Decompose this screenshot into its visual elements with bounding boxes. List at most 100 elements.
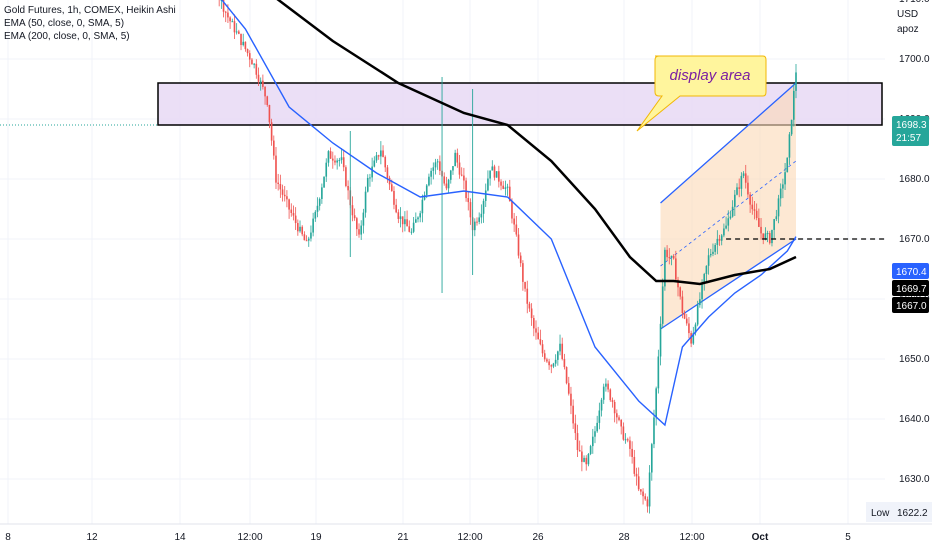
candle-body-240 <box>681 296 684 314</box>
candle-body-214 <box>624 439 627 441</box>
candle-body-255 <box>714 244 716 252</box>
candle-body-256 <box>716 238 719 245</box>
candle-body-261 <box>727 218 730 226</box>
candle-body-93 <box>360 225 363 235</box>
legend-symbol[interactable]: Gold Futures, 1h, COMEX, Heikin Ashi <box>4 5 176 16</box>
channel-fill <box>660 83 796 329</box>
candle-body-72 <box>314 211 317 219</box>
candle-body-165 <box>517 234 520 256</box>
candle-body-211 <box>618 417 620 420</box>
candle-body-224 <box>646 499 649 507</box>
candlesticks <box>216 0 797 514</box>
candle-body-39 <box>242 41 245 46</box>
candle-body-235 <box>670 255 673 258</box>
y-tick-label-0: 1630.0 <box>899 474 930 485</box>
candle-body-171 <box>530 308 533 319</box>
candle-body-183 <box>557 351 559 360</box>
tag-ema200-text-0: 1669.7 <box>896 284 927 295</box>
candle-body-53 <box>272 140 275 156</box>
candle-body-178 <box>546 359 548 362</box>
candle-body-283 <box>775 216 778 220</box>
candle-body-49 <box>264 86 266 97</box>
candle-body-59 <box>286 196 288 200</box>
candle-body-52 <box>270 122 273 141</box>
x-tick-label-4: 19 <box>310 532 322 543</box>
candle-body-191 <box>574 423 577 434</box>
candle-body-107 <box>390 184 393 191</box>
candle-body-229 <box>657 356 660 389</box>
candle-body-239 <box>679 287 682 297</box>
candle-body-77 <box>325 162 328 177</box>
candle-body-252 <box>707 255 710 266</box>
candle-body-85 <box>342 157 345 168</box>
candle-body-82 <box>336 160 338 163</box>
candle-body-206 <box>607 383 609 390</box>
candle-body-125 <box>430 170 432 177</box>
candle-body-238 <box>677 279 679 288</box>
x-tick-label-11: 5 <box>845 532 851 543</box>
candle-body-105 <box>386 167 389 178</box>
candle-body-271 <box>749 194 751 205</box>
candle-body-217 <box>631 448 633 457</box>
tag-ema50-text-0: 1670.4 <box>896 267 927 278</box>
x-tick-label-9: 12:00 <box>679 532 704 543</box>
candle-body-184 <box>559 343 561 352</box>
legend-ema200[interactable]: EMA (200, close, 0, SMA, 5) <box>4 31 130 42</box>
candle-body-91 <box>356 218 358 230</box>
candle-body-172 <box>532 318 535 329</box>
candle-body-133 <box>447 179 450 189</box>
y-tick-label-5: 1680.0 <box>899 174 930 185</box>
candle-body-166 <box>519 255 522 264</box>
candle-body-192 <box>576 433 579 450</box>
callout-bubble <box>636 55 767 132</box>
candle-body-100 <box>375 155 378 161</box>
candle-body-223 <box>644 496 647 500</box>
candle-body-81 <box>334 160 336 163</box>
candle-body-114 <box>406 219 408 227</box>
candle-body-260 <box>725 225 727 229</box>
candle-body-45 <box>255 63 258 75</box>
y-tick-label-4: 1670.0 <box>899 234 930 245</box>
callout[interactable]: display area <box>636 55 767 132</box>
candle-body-131 <box>443 176 446 184</box>
channel-lower-line <box>660 238 797 330</box>
candle-body-75 <box>321 187 323 199</box>
legend-ema50[interactable]: EMA (50, close, 0, SMA, 5) <box>4 18 125 29</box>
candle-body-227 <box>653 417 655 445</box>
axis-user: apoz <box>897 24 919 35</box>
x-tick-label-3: 12:00 <box>237 532 262 543</box>
candle-body-250 <box>703 274 706 284</box>
candle-body-137 <box>456 152 459 163</box>
candle-body-198 <box>589 446 592 454</box>
candle-body-170 <box>528 303 531 309</box>
candle-body-32 <box>227 12 229 18</box>
candle-body-228 <box>655 388 657 418</box>
candle-body-190 <box>572 405 574 424</box>
candle-body-50 <box>266 96 269 106</box>
candle-body-151 <box>487 178 489 191</box>
candle-body-87 <box>347 185 349 191</box>
candle-body-287 <box>784 172 786 185</box>
time-axis[interactable]: 8 12 14 12:00 19 21 12:00 26 28 12:00 Oct 5 <box>0 523 932 543</box>
candle-body-132 <box>445 183 448 189</box>
x-tick-label-2: 14 <box>174 532 186 543</box>
candle-body-123 <box>425 185 428 195</box>
candle-body-138 <box>458 162 461 175</box>
candle-body-269 <box>744 173 747 183</box>
candle-body-265 <box>736 187 738 195</box>
candle-body-120 <box>419 213 422 218</box>
candle-body-142 <box>467 198 470 203</box>
candle-body-145 <box>473 221 476 231</box>
candle-body-70 <box>310 232 312 239</box>
candle-body-44 <box>253 63 255 65</box>
low-value: 1622.2 <box>897 508 928 519</box>
candle-body-112 <box>401 216 404 225</box>
candle-body-266 <box>738 187 741 189</box>
candle-body-243 <box>688 323 690 334</box>
ema200-line <box>276 0 797 286</box>
candle-body-284 <box>777 198 780 217</box>
candle-body-163 <box>513 218 515 225</box>
x-tick-label-10: Oct <box>752 532 769 543</box>
candle-body-177 <box>543 353 546 360</box>
